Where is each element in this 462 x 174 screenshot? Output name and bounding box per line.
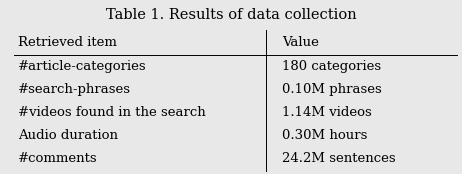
Text: 24.2M sentences: 24.2M sentences bbox=[282, 152, 395, 165]
Text: Retrieved item: Retrieved item bbox=[18, 36, 117, 49]
Text: 1.14M videos: 1.14M videos bbox=[282, 106, 371, 119]
Text: Table 1. Results of data collection: Table 1. Results of data collection bbox=[106, 8, 356, 22]
Text: #videos found in the search: #videos found in the search bbox=[18, 106, 206, 119]
Text: Value: Value bbox=[282, 36, 319, 49]
Text: 0.10M phrases: 0.10M phrases bbox=[282, 83, 382, 96]
Text: Table 1: Table 1 bbox=[0, 173, 1, 174]
Text: 0.30M hours: 0.30M hours bbox=[282, 129, 367, 142]
Text: 180 categories: 180 categories bbox=[282, 60, 381, 73]
Text: Audio duration: Audio duration bbox=[18, 129, 118, 142]
Text: #search-phrases: #search-phrases bbox=[18, 83, 132, 96]
Text: #comments: #comments bbox=[18, 152, 98, 165]
Text: #article-categories: #article-categories bbox=[18, 60, 147, 73]
